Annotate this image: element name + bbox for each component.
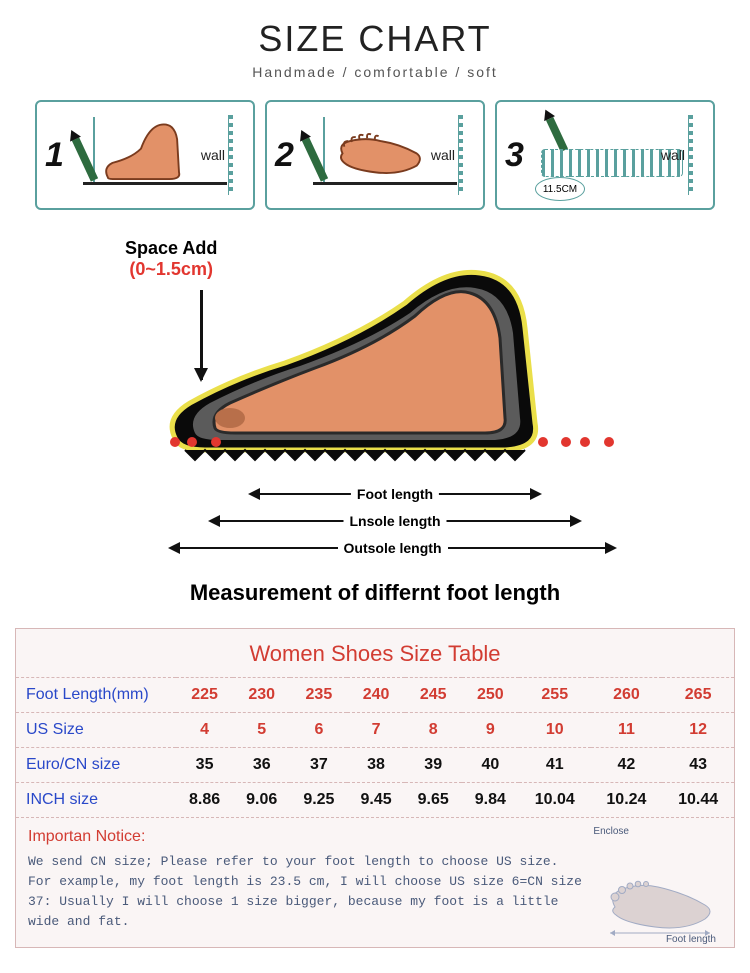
width-circle: 11.5CM xyxy=(535,177,585,201)
wall-icon xyxy=(458,115,463,195)
wall-icon xyxy=(688,115,693,195)
step-number: 3 xyxy=(505,136,533,175)
foot-side-icon xyxy=(103,120,198,182)
foot-length-small-label: Foot length xyxy=(666,934,716,945)
size-table: Foot Length(mm) 225230235 240245250 2552… xyxy=(16,677,734,817)
measurement-diagram: Space Add (0~1.5cm) Foot length Lnsole l… xyxy=(95,238,655,568)
foot-top-icon xyxy=(333,120,428,182)
notice-text: We send CN size; Please refer to your fo… xyxy=(28,852,588,933)
outsole-length-measure: Outsole length xyxy=(170,537,615,559)
wall-label: wall xyxy=(201,147,225,163)
footprint-icon xyxy=(600,867,720,937)
step-number: 1 xyxy=(45,136,73,175)
wall-label: wall xyxy=(661,147,685,163)
step-1: 1 wall xyxy=(35,100,255,210)
wall-icon xyxy=(228,115,233,195)
row-label: Euro/CN size xyxy=(16,748,176,783)
row-eu-size: Euro/CN size 353637 383940 414243 xyxy=(16,748,734,783)
step-2-art: wall xyxy=(303,107,475,203)
wall-label: wall xyxy=(431,147,455,163)
page-subtitle: Handmade / comfortable / soft xyxy=(0,64,750,80)
size-table-wrap: Women Shoes Size Table Foot Length(mm) 2… xyxy=(15,628,735,948)
pencil-icon xyxy=(546,117,568,152)
important-notice: Importan Notice: We send CN size; Please… xyxy=(16,817,734,947)
steps-row: 1 wall 2 wall 3 xyxy=(0,90,750,220)
row-inch-size: INCH size 8.869.069.25 9.459.659.84 10.0… xyxy=(16,783,734,818)
foot-length-measure: Foot length xyxy=(250,483,540,505)
step-1-art: wall xyxy=(73,107,245,203)
row-us-size: US Size 456 789 101112 xyxy=(16,713,734,748)
row-label: US Size xyxy=(16,713,176,748)
row-label: INCH size xyxy=(16,783,176,818)
step-2: 2 wall xyxy=(265,100,485,210)
step-3-art: 11.5CM wall xyxy=(533,107,705,203)
insole-length-measure: Lnsole length xyxy=(210,510,580,532)
shoe-foot-diagram-icon xyxy=(165,268,585,478)
header: SIZE CHART Handmade / comfortable / soft xyxy=(0,0,750,90)
page-title: SIZE CHART xyxy=(0,18,750,60)
table-title: Women Shoes Size Table xyxy=(16,629,734,677)
diagram-caption: Measurement of differnt foot length xyxy=(0,568,750,628)
row-foot-length: Foot Length(mm) 225230235 240245250 2552… xyxy=(16,678,734,713)
row-label: Foot Length(mm) xyxy=(16,678,176,713)
enclose-label: Enclose xyxy=(593,826,629,837)
step-3: 3 11.5CM wall xyxy=(495,100,715,210)
step-number: 2 xyxy=(275,136,303,175)
